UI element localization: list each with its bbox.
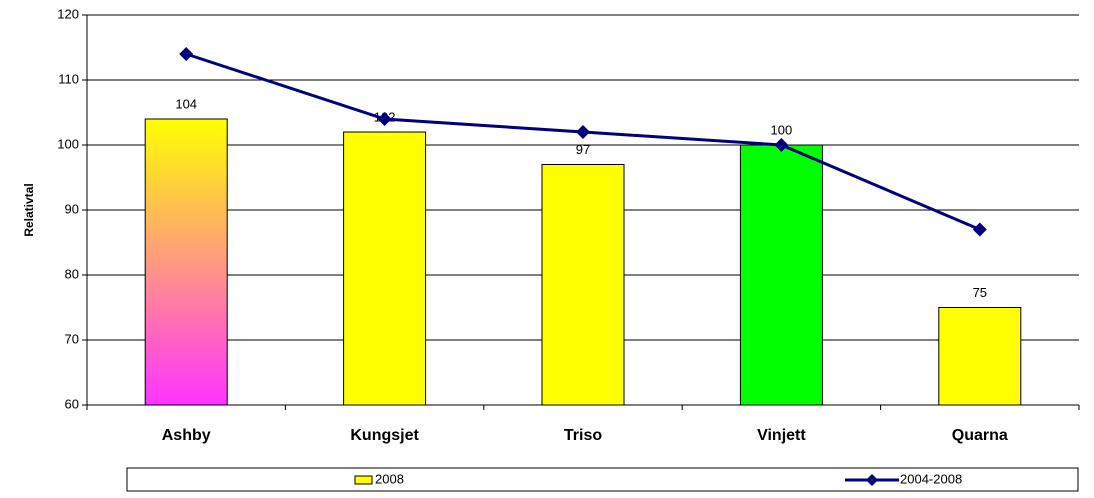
y-tick-label: 120 bbox=[57, 6, 79, 21]
marker bbox=[576, 125, 590, 139]
legend-box bbox=[126, 467, 1079, 492]
data-label: 104 bbox=[175, 96, 197, 111]
y-tick-label: 70 bbox=[65, 331, 79, 346]
y-tick-label: 60 bbox=[65, 396, 79, 411]
y-tick-label: 80 bbox=[65, 266, 79, 281]
x-tick-label: Vinjett bbox=[757, 427, 806, 444]
legend-swatch bbox=[866, 474, 878, 486]
marker bbox=[377, 112, 392, 126]
bar bbox=[343, 131, 427, 406]
bar bbox=[144, 118, 228, 406]
marker bbox=[179, 47, 194, 61]
legend-label: 2004-2008 bbox=[900, 471, 962, 486]
bar bbox=[541, 164, 625, 406]
y-tick-label: 90 bbox=[65, 201, 79, 216]
x-tick-label: Triso bbox=[564, 427, 602, 444]
bar bbox=[739, 144, 823, 406]
data-label: 100 bbox=[771, 122, 793, 137]
legend-label: 2008 bbox=[375, 471, 404, 486]
y-tick-label: 110 bbox=[58, 71, 79, 86]
y-axis-label: Relativtal bbox=[22, 183, 36, 236]
data-label: 97 bbox=[576, 142, 590, 157]
x-tick-label: Ashby bbox=[162, 427, 211, 444]
x-tick-label: Quarna bbox=[952, 427, 1008, 444]
bar bbox=[938, 307, 1022, 406]
data-label: 75 bbox=[973, 285, 987, 300]
marker bbox=[972, 222, 987, 237]
legend-swatch bbox=[354, 475, 373, 485]
y-tick-label: 100 bbox=[57, 136, 79, 151]
x-tick-label: Kungsjet bbox=[350, 427, 419, 444]
marker bbox=[774, 138, 789, 152]
